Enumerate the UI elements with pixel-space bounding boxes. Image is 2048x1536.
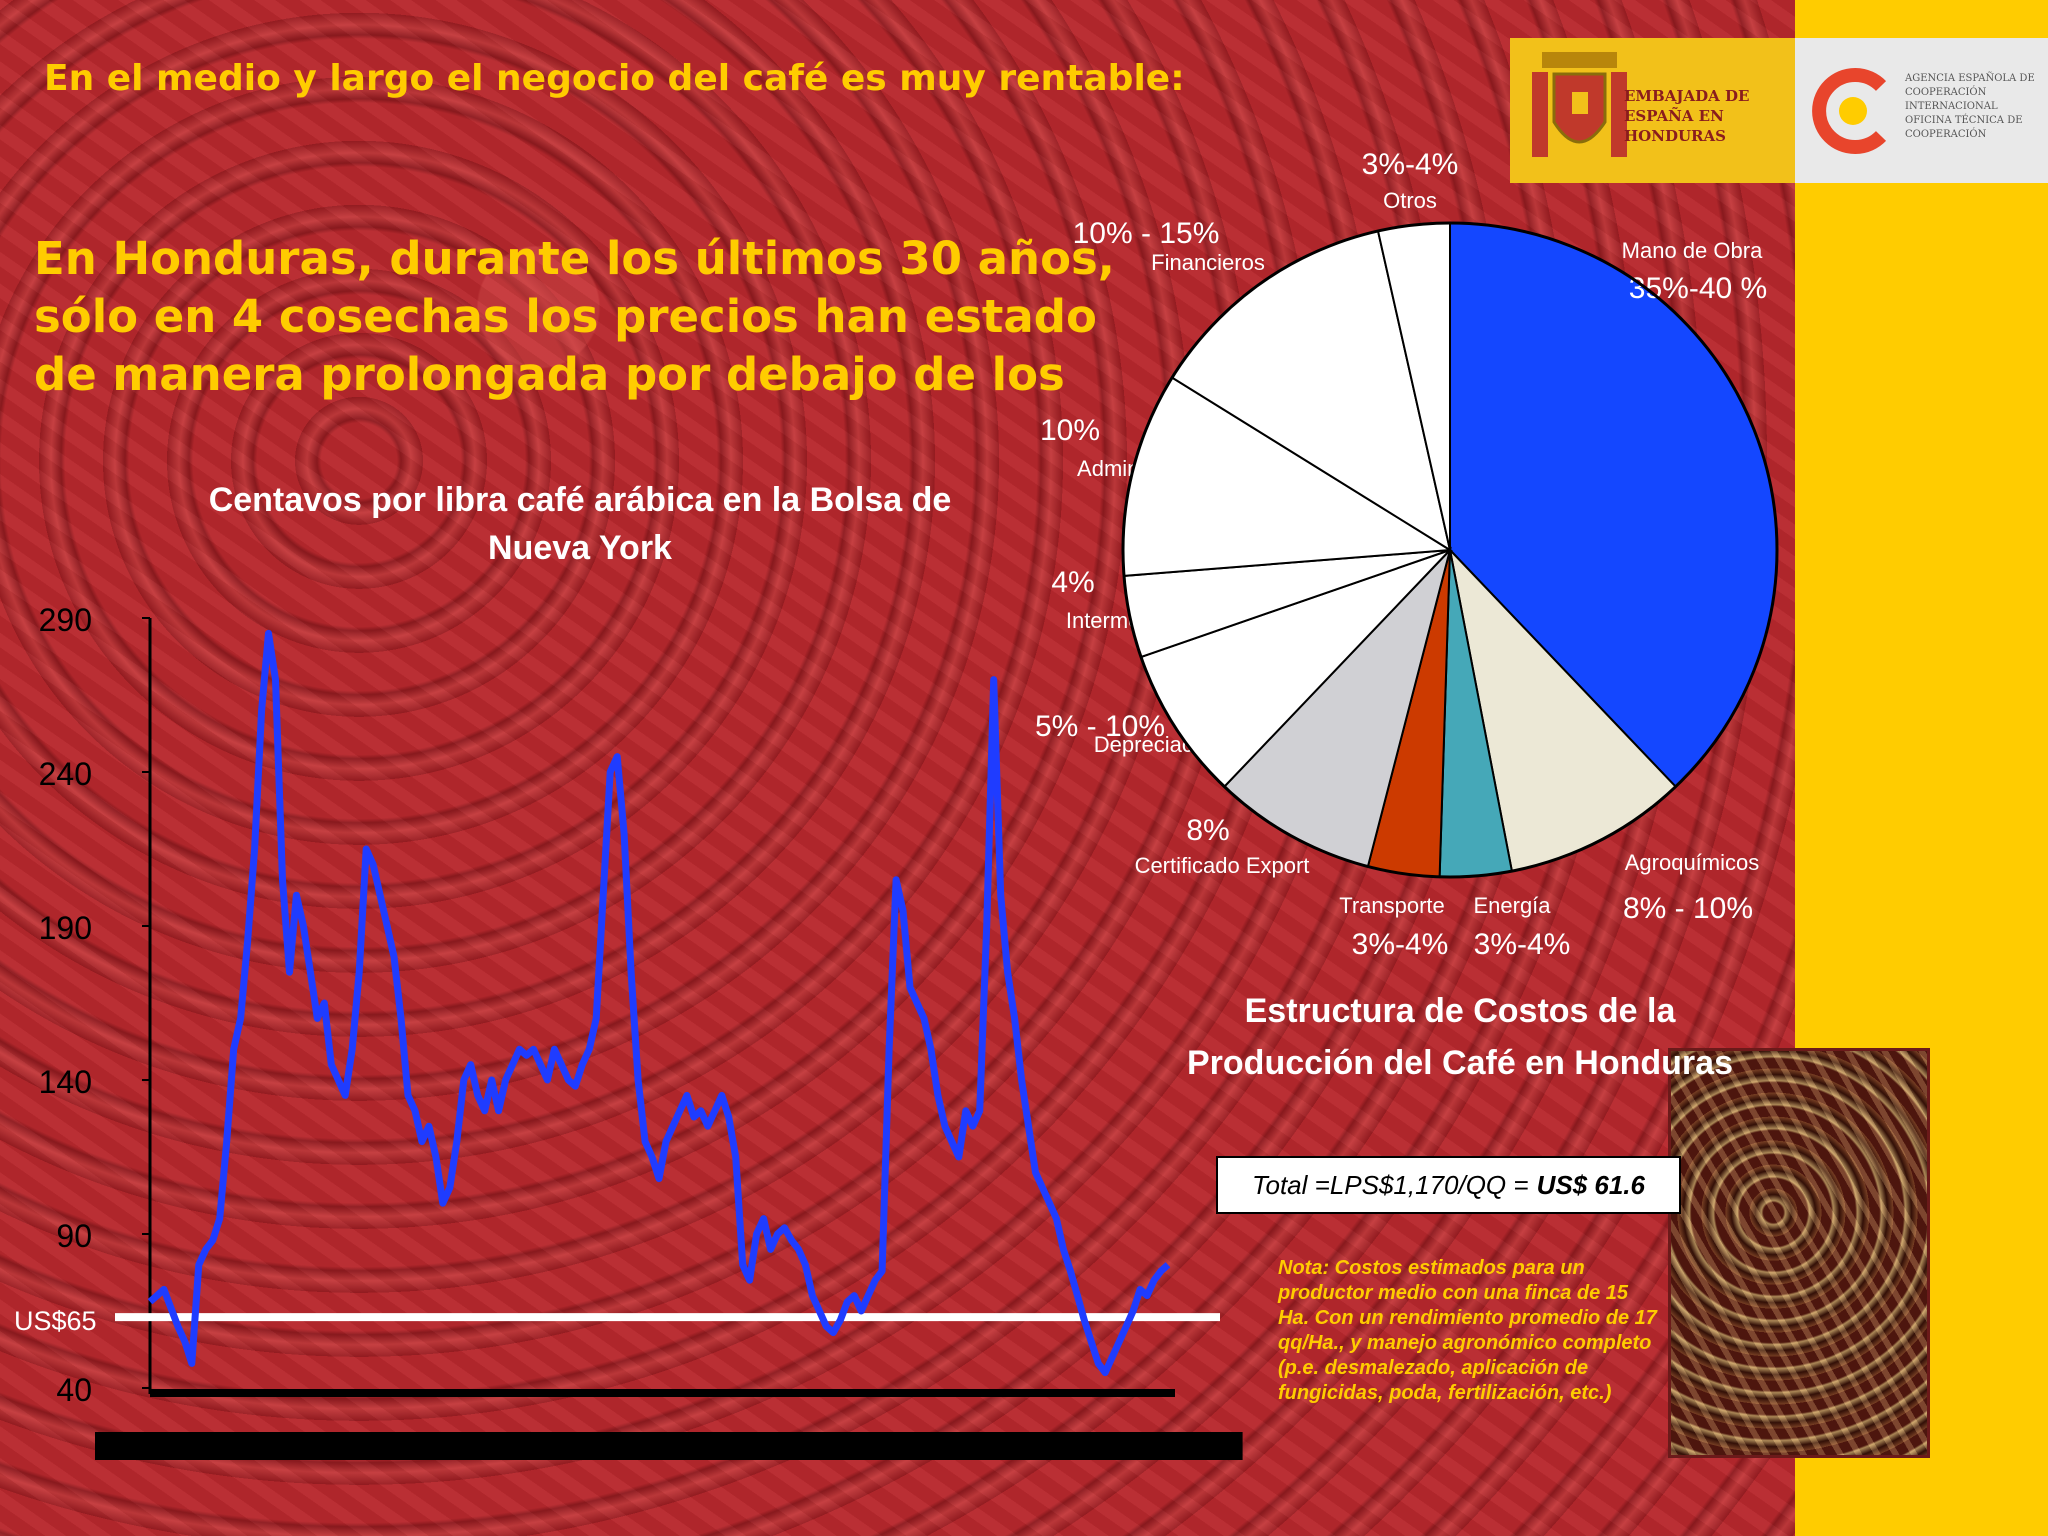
- pie-slice-value: 8% - 10%: [1623, 892, 1753, 925]
- price-series-line: [147, 629, 1171, 1377]
- pie-slice-value: 8%: [1186, 814, 1229, 847]
- pie-slice-value: 10%: [1040, 414, 1100, 447]
- coffee-beans-photo: [1668, 1048, 1930, 1458]
- x-tick-labels-illegible: [95, 1432, 1243, 1460]
- total-cost-prefix: Total =LPS$1,170/QQ =: [1252, 1169, 1529, 1200]
- pie-slice-label: Mano de Obra: [1622, 238, 1763, 263]
- aecid-logo-panel: AGENCIA ESPAÑOLA DE COOPERACIÓN INTERNAC…: [1795, 38, 2048, 183]
- cost-structure-pie-chart: Mano de Obra 35%-40 % Agroquímicos 8% - 10%…: [1035, 148, 1779, 961]
- line-chart-title: Centavos por libra café arábica en la Bo…: [208, 481, 952, 567]
- cost-note: Nota: Costos estimados para un productor…: [1278, 1257, 1657, 1404]
- price-line-chart: 40 90 140 190 240 290 US$65: [14, 602, 1243, 1460]
- embajada-logo-text: EMBAJADA DE ESPAÑA EN HONDURAS: [1624, 87, 1750, 145]
- aecid-logo-text: AGENCIA ESPAÑOLA DE COOPERACIÓN INTERNAC…: [1905, 73, 2035, 140]
- pie-slice-value: 4%: [1051, 566, 1094, 599]
- y-tick-label: 240: [39, 756, 92, 792]
- y-tick-label: 290: [39, 602, 92, 638]
- pie-slice-label: Transporte: [1339, 893, 1445, 918]
- pie-slice-value: 3%-4%: [1362, 148, 1459, 181]
- spain-coat-of-arms-icon: [1532, 52, 1627, 157]
- pie-slice-value: 5% - 10%: [1035, 710, 1165, 743]
- pie-slice-label: Otros: [1383, 188, 1437, 213]
- y-tick-label: 190: [39, 910, 92, 946]
- y-tick-label: 40: [56, 1372, 92, 1408]
- pie-slice-value: 3%-4%: [1352, 928, 1449, 961]
- total-cost-box: Total =LPS$1,170/QQ = US$ 61.6: [1216, 1156, 1681, 1214]
- total-cost-value: US$ 61.6: [1536, 1169, 1645, 1200]
- pie-slice-value: 10% - 15%: [1073, 217, 1220, 250]
- pie-slice-value: 35%-40 %: [1629, 272, 1767, 305]
- pie-slice-label: Agroquímicos: [1625, 850, 1760, 875]
- y-tick-label: 90: [56, 1218, 92, 1254]
- pie-slice-value: 3%-4%: [1474, 928, 1571, 961]
- headline: En Honduras, durante los últimos 30 años…: [34, 232, 1115, 401]
- pie-chart-title: Estructura de Costos de la Producción de…: [1187, 992, 1733, 1082]
- threshold-label: US$65: [14, 1306, 97, 1336]
- pie-slice-label: Intermediación: [1066, 608, 1210, 633]
- x-tick-label-mark: [1228, 1432, 1243, 1460]
- aecid-logo-icon: [1812, 68, 1887, 154]
- pie-slice-label: Certificado Export: [1135, 853, 1310, 878]
- top-statement: En el medio y largo el negocio del café …: [44, 58, 1185, 99]
- pie-outline: [1121, 221, 1779, 879]
- pie-slice-label: Administrativ: [1077, 456, 1203, 481]
- pie-slice-label: Financieros: [1151, 250, 1265, 275]
- pie-slice-label: Depreciación: [1094, 732, 1222, 757]
- y-tick-label: 140: [39, 1064, 92, 1100]
- pie-slice-label: Energía: [1473, 893, 1551, 918]
